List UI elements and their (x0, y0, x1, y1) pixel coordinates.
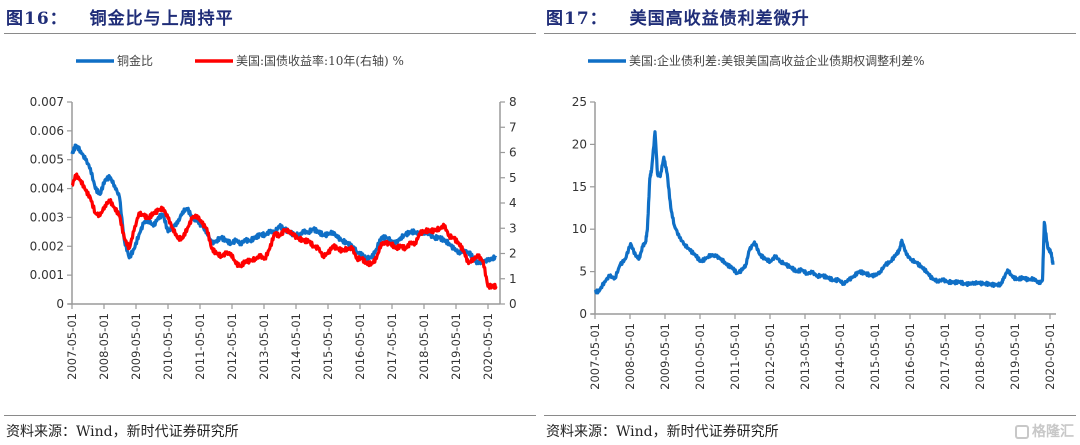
watermark-text: 格隆汇 (1032, 424, 1074, 440)
x-tick-label: 2020-05-01 (481, 313, 495, 380)
y-tick-label: 0.004 (30, 182, 64, 196)
x-tick-label: 2012-05-01 (763, 323, 777, 390)
series-line-1 (71, 172, 498, 290)
y-tick-label: 0.007 (30, 95, 64, 109)
y2-tick-label: 6 (509, 146, 517, 160)
x-tick-label: 2007-05-01 (65, 313, 79, 380)
chart-legend: 铜金比 美国:国债收益率:10年(右轴) % (76, 53, 404, 68)
figure-17-title-text: 美国高收益债利差微升 (629, 9, 810, 29)
x-tick-label: 2019-05-01 (1008, 323, 1022, 390)
legend-label-copper-gold: 铜金比 (117, 53, 153, 68)
y-tick-label: 20 (572, 137, 587, 151)
legend-label-us10y: 美国:国债收益率:10年(右轴) % (236, 53, 404, 68)
y-tick-label: 0 (56, 297, 64, 311)
y-tick-label: 0.002 (30, 239, 64, 253)
source-note: 资料来源：Wind，新时代证券研究所 (546, 424, 779, 440)
x-tick-label: 2010-05-01 (161, 313, 175, 380)
x-tick-label: 2016-05-01 (903, 323, 917, 390)
x-tick-label: 2014-05-01 (833, 323, 847, 390)
plot-area (593, 130, 1055, 295)
y2-tick-label: 0 (509, 297, 517, 311)
x-tick-label: 2008-05-01 (97, 313, 111, 380)
copper-gold-chart: 铜金比 美国:国债收益率:10年(右轴) % 00.0010.0020.0030… (30, 53, 517, 380)
x-tick-label: 2018-05-01 (973, 323, 987, 390)
y2-tick-label: 7 (509, 120, 517, 134)
chart-legend: 美国:企业债利差:美银美国高收益企业债期权调整利差% (588, 53, 925, 68)
figure-17-title: 图17： 美国高收益债利差微升 (546, 4, 810, 29)
watermark-logo-icon (1015, 425, 1029, 439)
source-divider (544, 415, 1076, 416)
x-tick-label: 2011-05-01 (193, 313, 207, 380)
y2-tick-label: 2 (509, 247, 517, 261)
title-divider (4, 33, 536, 34)
legend-label-hy-spread: 美国:企业债利差:美银美国高收益企业债期权调整利差% (629, 53, 925, 68)
y-tick-label: 0.001 (30, 268, 64, 282)
y2-tick-label: 4 (509, 196, 517, 210)
x-tick-label: 2010-05-01 (693, 323, 707, 390)
x-tick-label: 2017-05-01 (385, 313, 399, 380)
title-divider (544, 33, 1076, 34)
y2-tick-label: 5 (509, 171, 517, 185)
high-yield-spread-chart: 美国:企业债利差:美银美国高收益企业债期权调整利差% 0 5 10 15 20 25 200… (572, 53, 1057, 390)
figure-17-number: 图17： (546, 9, 608, 29)
source-divider (4, 415, 536, 416)
y-tick-label: 25 (572, 95, 587, 109)
y-tick-label: 0.003 (30, 210, 64, 224)
figure-16-title-text: 铜金比与上周持平 (89, 9, 234, 29)
x-tick-label: 2013-05-01 (257, 313, 271, 380)
y2-tick-label: 3 (509, 221, 517, 235)
y2-tick-label: 8 (509, 95, 517, 109)
x-tick-label: 2009-05-01 (658, 323, 672, 390)
figure-16-title: 图16： 铜金比与上周持平 (6, 4, 234, 29)
series-line-0 (70, 143, 498, 266)
y-tick-label: 0.005 (30, 153, 64, 167)
watermark: 格隆汇 (1015, 421, 1074, 441)
y2-tick-label: 1 (509, 272, 517, 286)
x-tick-label: 2011-05-01 (728, 323, 742, 390)
figure-16-number: 图16： (6, 9, 68, 29)
series-line-0 (593, 130, 1055, 295)
x-tick-label: 2015-05-01 (868, 323, 882, 390)
y-tick-label: 10 (572, 222, 587, 236)
x-tick-label: 2017-05-01 (938, 323, 952, 390)
x-tick-label: 2016-05-01 (353, 313, 367, 380)
axes: 0 5 10 15 20 25 2007-05-01 2008-05-01 2009-05-01… (572, 95, 1057, 390)
y-tick-label: 15 (572, 180, 587, 194)
figure-17-panel: 图17： 美国高收益债利差微升 美国:企业债利差:美银美国高收益企业债期权调整利差… (540, 0, 1080, 445)
y-tick-label: 5 (579, 265, 587, 279)
x-tick-label: 2015-05-01 (321, 313, 335, 380)
y-tick-label: 0.006 (30, 124, 64, 138)
x-tick-label: 2009-05-01 (129, 313, 143, 380)
axes: 0 0.001 0.002 0.003 0.004 0.005 0.006 0.007 0 1 2 3… (30, 95, 517, 380)
x-tick-label: 2007-05-01 (588, 323, 602, 390)
plot-area (70, 143, 498, 290)
figure-16-panel: 图16： 铜金比与上周持平 铜金比 美国:国债收益率:10年(右轴) % 0 0.0… (4, 4, 536, 440)
y-tick-label: 0 (579, 307, 587, 321)
source-note: 资料来源：Wind，新时代证券研究所 (6, 424, 239, 440)
x-tick-label: 2008-05-01 (623, 323, 637, 390)
x-tick-label: 2019-05-01 (449, 313, 463, 380)
x-tick-label: 2012-05-01 (225, 313, 239, 380)
x-tick-label: 2014-05-01 (289, 313, 303, 380)
x-tick-label: 2013-05-01 (798, 323, 812, 390)
x-tick-label: 2020-05-01 (1043, 323, 1057, 390)
x-tick-label: 2018-05-01 (417, 313, 431, 380)
